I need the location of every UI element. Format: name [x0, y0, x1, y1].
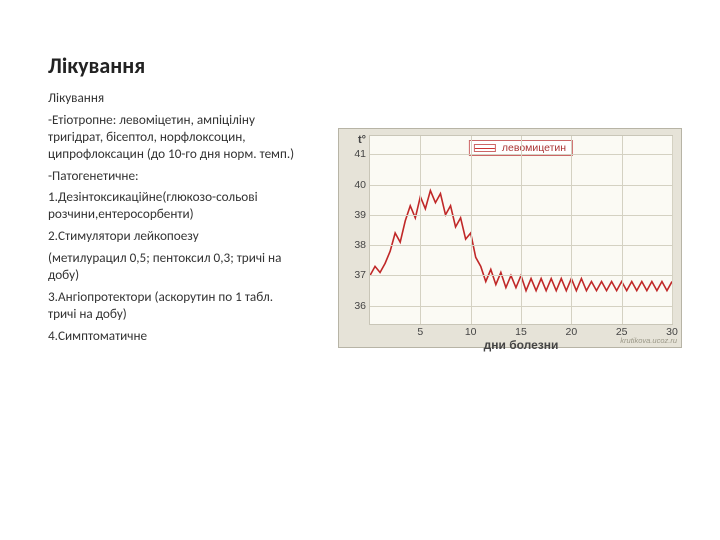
text-column: Лікування -Етіотропне: левоміцетин, ампі… — [48, 90, 296, 350]
text-line: 1.Дезінтоксикаційне(глюкозо-сольові розч… — [48, 189, 296, 223]
x-tick-label: 5 — [417, 326, 423, 338]
chart-plot-area: t° левомицетин дни болезни 3637383940415… — [369, 135, 673, 325]
grid-line-v — [471, 136, 472, 324]
y-axis-title: t° — [358, 134, 366, 146]
grid-line-v — [672, 136, 673, 324]
x-tick-label: 20 — [565, 326, 577, 338]
y-tick-label: 41 — [354, 148, 366, 160]
x-tick-label: 15 — [515, 326, 527, 338]
x-tick-label: 10 — [465, 326, 477, 338]
text-line: -Патогенетичне: — [48, 168, 296, 185]
text-line: -Етіотропне: левоміцетин, ампіціліну три… — [48, 112, 296, 163]
y-tick-label: 39 — [354, 209, 366, 221]
chart-watermark: krutikova.ucoz.ru — [620, 336, 677, 345]
text-line: Лікування — [48, 90, 296, 107]
text-line: (метилурацил 0,5; пентоксил 0,3; тричі н… — [48, 250, 296, 284]
y-tick-label: 38 — [354, 239, 366, 251]
grid-line-v — [622, 136, 623, 324]
grid-line-v — [571, 136, 572, 324]
x-axis-title: дни болезни — [484, 338, 559, 352]
grid-line-v — [420, 136, 421, 324]
y-tick-label: 37 — [354, 269, 366, 281]
y-tick-label: 36 — [354, 300, 366, 312]
page-title: Лікування — [48, 52, 145, 79]
slide: Лікування Лікування -Етіотропне: левоміц… — [0, 0, 720, 540]
grid-line-v — [521, 136, 522, 324]
text-line: 3.Ангіопротектори (аскорутин по 1 табл. … — [48, 289, 296, 323]
y-tick-label: 40 — [354, 179, 366, 191]
text-line: 4.Симптоматичне — [48, 328, 296, 345]
text-line: 2.Стимулятори лейкопоезу — [48, 228, 296, 245]
temperature-chart: t° левомицетин дни болезни 3637383940415… — [338, 128, 682, 348]
